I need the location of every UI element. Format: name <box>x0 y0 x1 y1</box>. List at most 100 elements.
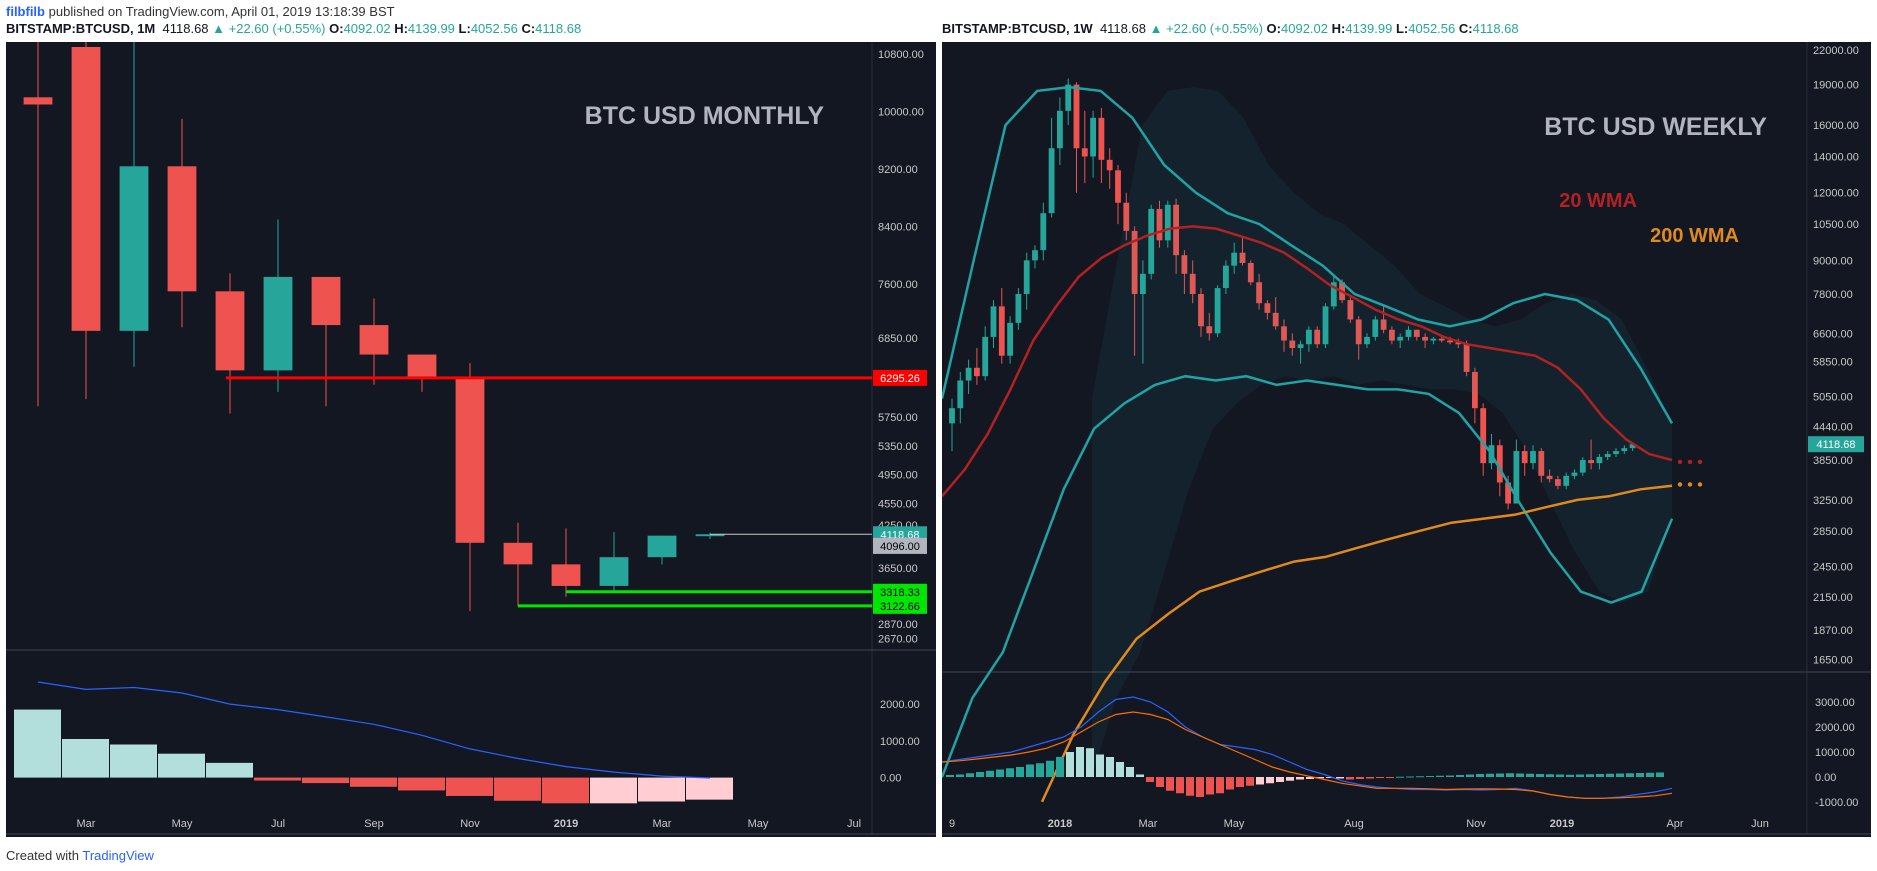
candle-body <box>263 276 293 371</box>
tradingview-logo[interactable]: TradingView <box>82 848 154 863</box>
candle-body <box>1380 319 1387 330</box>
histogram-bar <box>158 753 205 778</box>
candle-body <box>1397 336 1404 341</box>
low-label: L: <box>1395 21 1409 36</box>
last-price: 4118.68 <box>1099 21 1146 36</box>
macd-histogram-bar <box>1526 773 1534 777</box>
histogram-bar <box>110 744 157 778</box>
candle-body <box>949 408 955 424</box>
candle-body <box>1081 148 1088 157</box>
open-label: O: <box>1266 21 1281 36</box>
indicator-tick-label: 2000.00 <box>880 699 920 711</box>
price-tick-label: 6600.00 <box>1813 328 1853 340</box>
macd-histogram-bar <box>1286 777 1294 781</box>
macd-histogram-bar <box>1436 775 1444 777</box>
candle-body <box>1156 208 1163 241</box>
candle-body <box>1065 84 1072 111</box>
ma200-projection-dot <box>1697 482 1703 487</box>
price-tick-label: 14000.00 <box>1813 151 1859 163</box>
candle-body <box>1513 451 1520 504</box>
macd-histogram-bar <box>1386 777 1394 778</box>
macd-histogram-bar <box>1256 777 1264 785</box>
candle-body <box>1505 482 1512 504</box>
price-tick-label: 10000.00 <box>878 107 924 119</box>
macd-histogram-bar <box>1136 774 1144 777</box>
price-tag-label: 4096.00 <box>880 541 920 553</box>
macd-histogram-bar <box>1516 773 1524 777</box>
indicator-tick-label: 1000.00 <box>1815 747 1855 759</box>
high-label: H: <box>1331 21 1346 36</box>
ma200-line <box>1040 484 1673 803</box>
price-tag <box>873 537 927 554</box>
time-tick-label: Jun <box>1751 818 1769 830</box>
time-tick-label: Mar <box>77 818 96 830</box>
candle-body <box>599 557 629 586</box>
created-with-label: Created with <box>6 848 79 863</box>
open-value: 4092.02 <box>1281 21 1328 36</box>
macd-histogram-bar <box>1046 760 1054 777</box>
indicator-tick-label: 1000.00 <box>880 736 920 748</box>
candle-body <box>1231 252 1238 266</box>
macd-histogram-bar <box>1056 757 1064 777</box>
candle-body <box>1621 448 1628 452</box>
macd-histogram-bar <box>1216 777 1224 794</box>
indicator-tick-label: 3000.00 <box>1815 697 1855 709</box>
macd-histogram-bar <box>986 770 994 777</box>
macd-histogram-bar <box>1076 747 1084 777</box>
macd-histogram-bar <box>1456 775 1464 777</box>
author-link[interactable]: filbfilb <box>6 4 45 19</box>
symbol-name[interactable]: BITSTAMP:BTCUSD, 1M <box>6 21 156 36</box>
price-change: ▲ +22.60 (+0.55%) <box>1149 21 1263 36</box>
price-tick-label: 1650.00 <box>1813 654 1853 666</box>
bollinger-lower <box>942 374 1674 778</box>
macd-histogram-bar <box>1096 754 1104 777</box>
high-value: 4139.99 <box>1345 21 1393 36</box>
level-tag <box>873 583 927 600</box>
close-value: 4118.68 <box>535 21 582 36</box>
publish-info: published on TradingView.com, April 01, … <box>48 4 395 19</box>
macd-histogram-bar <box>1406 776 1414 778</box>
close-value: 4118.68 <box>1472 21 1519 36</box>
macd-histogram-bar <box>1146 777 1154 782</box>
open-label: O: <box>329 21 344 36</box>
indicator-tick-label: 2000.00 <box>1815 722 1855 734</box>
candle-body <box>1480 408 1487 464</box>
candle-body <box>1364 336 1370 345</box>
candle-body <box>990 306 997 337</box>
monthly-chart-svg[interactable]: 10800.00 10000.00 9200.00 8400.00 7600.00 685… <box>6 42 936 837</box>
candle-body <box>1413 329 1420 337</box>
time-tick-label: Apr <box>1666 818 1683 830</box>
candle-body <box>998 306 1005 356</box>
price-tick-label: 5750.00 <box>878 412 918 424</box>
macd-histogram-bar <box>1366 777 1374 779</box>
macd-histogram-bar <box>1426 776 1434 777</box>
chart-title: BTC USD WEEKLY <box>1544 113 1767 141</box>
publish-header: filbfilb published on TradingView.com, A… <box>6 4 395 19</box>
ma200-projection-dot <box>1677 482 1683 487</box>
weekly-chart-panel[interactable]: 22000.00 19000.00 16000.00 14000.00 12000.00… <box>942 42 1871 837</box>
right-symbol-bar: BITSTAMP:BTCUSD, 1W 4118.68 ▲ +22.60 (+0… <box>942 21 1519 36</box>
candle-body <box>1164 204 1171 241</box>
macd-histogram-bar <box>1646 772 1654 777</box>
candle-body <box>1455 342 1462 345</box>
price-tick-label: 3250.00 <box>1813 495 1853 507</box>
price-tick-label: 4950.00 <box>878 470 918 482</box>
symbol-name[interactable]: BITSTAMP:BTCUSD, 1W <box>942 21 1093 36</box>
candle-body <box>1198 294 1204 327</box>
monthly-chart-panel[interactable]: 10800.00 10000.00 9200.00 8400.00 7600.00 685… <box>6 42 936 837</box>
level-tag <box>873 597 927 614</box>
macd-histogram-bar <box>1266 777 1274 784</box>
price-tick-label: 22000.00 <box>1813 45 1859 57</box>
macd-histogram-bar <box>1536 774 1544 777</box>
candle-body <box>1405 329 1412 337</box>
candle-body <box>1239 252 1246 263</box>
macd-histogram-bar <box>1226 777 1234 790</box>
price-tick-label: 2670.00 <box>878 633 918 645</box>
price-tick-label: 19000.00 <box>1813 80 1859 92</box>
weekly-chart-svg[interactable]: 22000.00 19000.00 16000.00 14000.00 12000.00… <box>942 42 1871 837</box>
indicator-tick-label: -1000.00 <box>1815 797 1858 809</box>
candle-body <box>1546 475 1553 480</box>
histogram-bar <box>206 762 253 778</box>
ma20-projection-dot <box>1697 459 1703 465</box>
price-tick-label: 8400.00 <box>878 222 918 234</box>
